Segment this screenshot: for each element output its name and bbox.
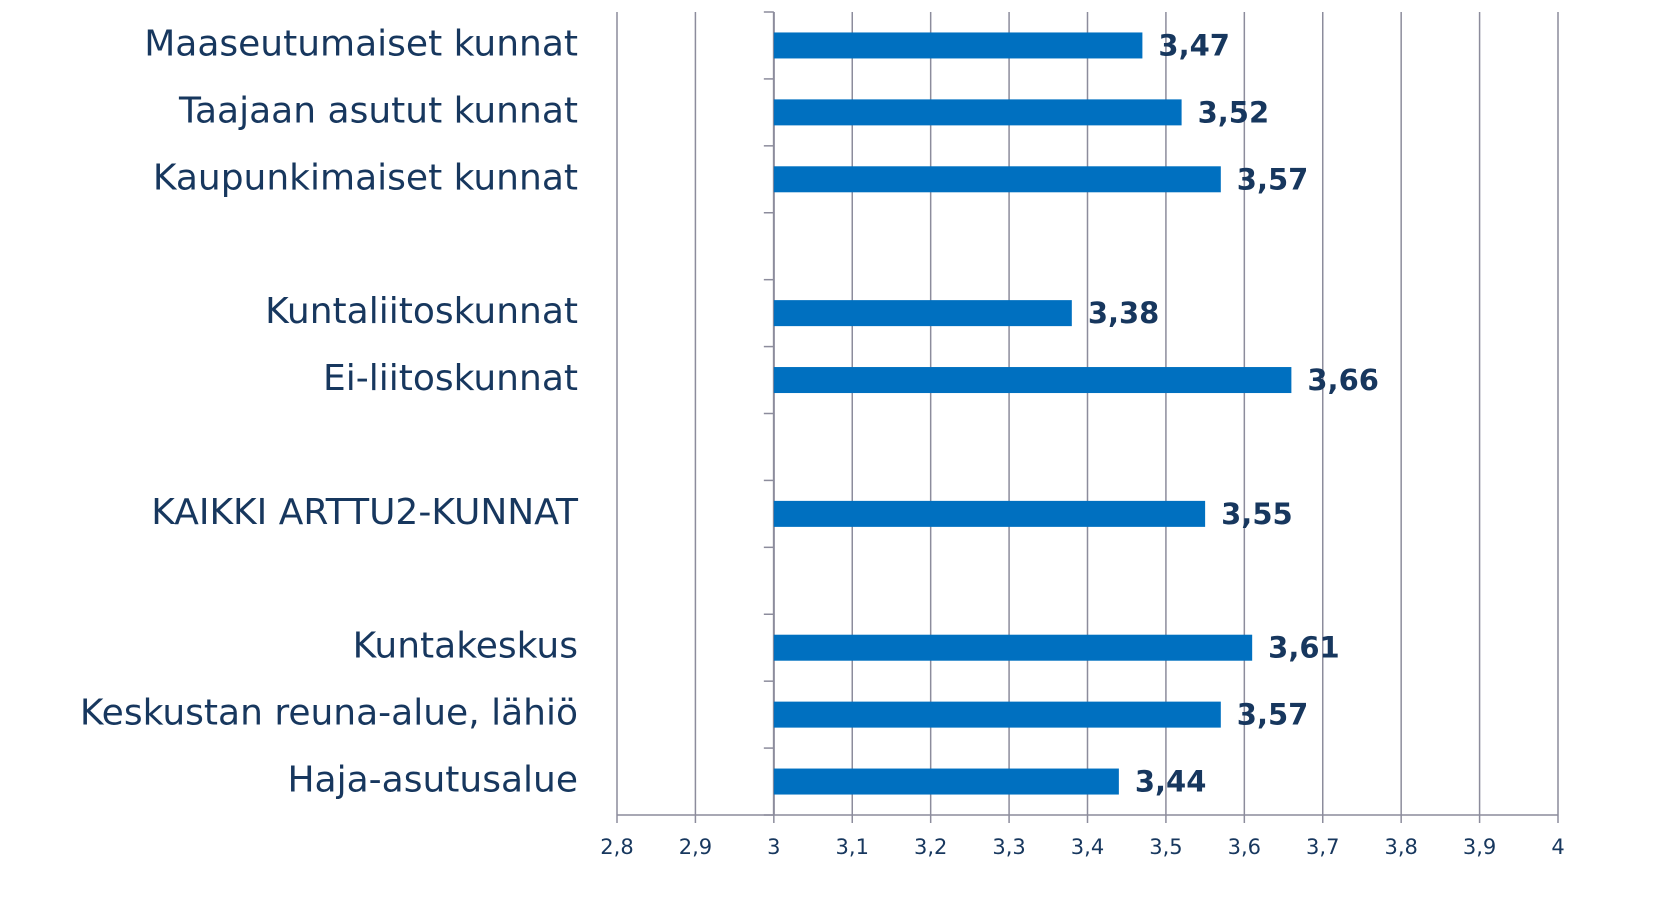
category-label: Haja-asutusalue <box>287 760 578 801</box>
value-label: 3,66 <box>1307 363 1379 397</box>
x-tick-label: 3 <box>767 835 780 859</box>
category-label: Kuntakeskus <box>353 626 578 667</box>
value-label: 3,55 <box>1221 497 1293 531</box>
x-tick-label: 3,8 <box>1384 835 1417 859</box>
x-tick-label: 4 <box>1551 835 1564 859</box>
x-tick-label: 2,9 <box>679 835 712 859</box>
category-label: Kaupunkimaiset kunnat <box>153 157 578 198</box>
bar <box>773 300 1072 327</box>
bar <box>773 634 1253 661</box>
value-label: 3,47 <box>1158 28 1230 62</box>
x-tick-label: 3,4 <box>1071 835 1104 859</box>
x-tick-label: 3,2 <box>914 835 947 859</box>
category-label: KAIKKI ARTTU2-KUNNAT <box>151 492 579 533</box>
x-tick-label: 3,7 <box>1306 835 1339 859</box>
bar <box>773 768 1119 795</box>
value-label: 3,52 <box>1198 95 1270 129</box>
category-label: Ei-liitoskunnat <box>323 358 578 399</box>
bar <box>773 500 1206 527</box>
value-label: 3,57 <box>1237 162 1309 196</box>
bar <box>773 166 1221 193</box>
category-label: Keskustan reuna-alue, lähiö <box>80 693 578 734</box>
x-tick-label: 3,3 <box>992 835 1025 859</box>
x-tick-label: 3,9 <box>1463 835 1496 859</box>
value-label: 3,44 <box>1135 765 1207 799</box>
bar <box>773 367 1292 394</box>
x-tick-label: 3,6 <box>1228 835 1261 859</box>
bar <box>773 701 1221 728</box>
value-label: 3,61 <box>1268 631 1340 665</box>
bar <box>773 99 1182 126</box>
category-label: Maaseutumaiset kunnat <box>144 23 578 64</box>
bar <box>773 32 1143 59</box>
x-tick-label: 3,1 <box>836 835 869 859</box>
category-label: Kuntaliitoskunnat <box>265 291 578 332</box>
value-label: 3,57 <box>1237 698 1309 732</box>
value-label: 3,38 <box>1088 296 1160 330</box>
x-tick-label: 3,5 <box>1149 835 1182 859</box>
x-tick-label: 2,8 <box>600 835 633 859</box>
category-label: Taajaan asutut kunnat <box>178 90 578 131</box>
